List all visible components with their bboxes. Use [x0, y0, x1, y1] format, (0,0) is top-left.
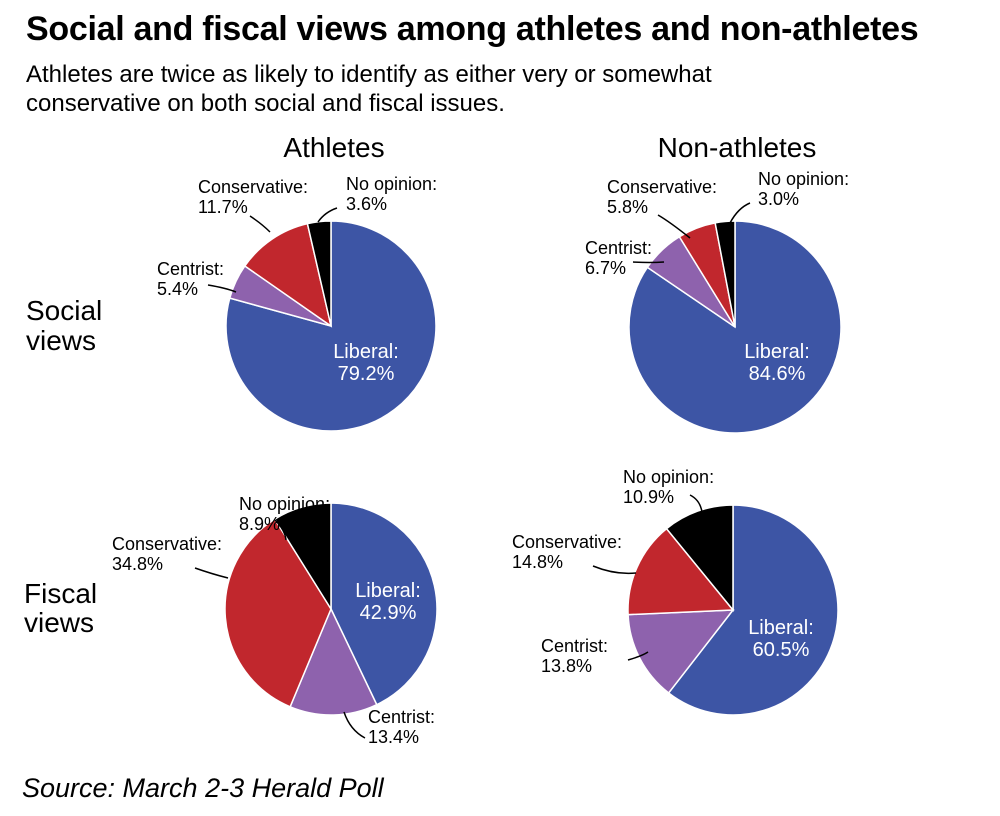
- row-header-fiscal-line2: views: [24, 607, 94, 638]
- slice-label-value: 8.9%: [239, 514, 280, 534]
- leader-line-conservative: [194, 567, 229, 579]
- leader-line-centrist: [632, 261, 665, 264]
- slice-label-liberal: Liberal: 42.9%: [355, 580, 421, 624]
- slice-label-centrist: Centrist: 6.7%: [585, 238, 652, 278]
- slice-label-name: Conservative:: [607, 177, 717, 197]
- slice-label-name: Centrist:: [585, 238, 652, 258]
- slice-label-liberal: Liberal: 79.2%: [333, 341, 399, 385]
- slice-label-centrist: Centrist: 5.4%: [157, 259, 224, 299]
- slice-label-name: No opinion:: [758, 169, 849, 189]
- pie-layer: Liberal: 79.2%Centrist: 5.4%Conservative: 1…: [112, 169, 849, 747]
- slice-label-no-opinion: No opinion: 10.9%: [623, 467, 714, 507]
- pie-chart-non-athletes-social-views: Liberal: 84.6% Centrist: 6.7% Conservative: 5…: [585, 169, 849, 434]
- slice-label-no-opinion: No opinion: 3.6%: [346, 174, 437, 214]
- slice-label-no-opinion: No opinion: 8.9%: [239, 494, 330, 534]
- slice-label-centrist: Centrist: 13.4%: [368, 707, 435, 747]
- slice-label-value: 60.5%: [753, 639, 810, 661]
- slice-label-value: 13.8%: [541, 656, 592, 676]
- pie-slice-no-opinion: [273, 502, 332, 612]
- pie-slice-conservative: [627, 527, 735, 616]
- leader-line-no-opinion: [689, 494, 703, 513]
- leader-line-centrist: [627, 651, 649, 661]
- pie-chart-athletes-fiscal-views: Liberal: 42.9% Centrist: 13.4% Conservative:…: [112, 494, 438, 747]
- leader-line-conservative: [657, 214, 691, 239]
- slice-label-name: Liberal:: [333, 341, 399, 363]
- row-header-social-line1: Social: [26, 295, 102, 326]
- slice-label-name: Conservative:: [112, 534, 222, 554]
- slice-label-name: Centrist:: [368, 707, 435, 727]
- pie-slice-liberal: [667, 504, 839, 716]
- slice-label-value: 6.7%: [585, 258, 626, 278]
- chart-title: Social and fiscal views among athletes a…: [26, 10, 919, 48]
- chart-subtitle: Athletes are twice as likely to identify…: [26, 61, 712, 117]
- slice-label-name: No opinion:: [346, 174, 437, 194]
- slice-label-conservative: Conservative: 14.8%: [512, 532, 622, 572]
- slice-label-value: 3.6%: [346, 194, 387, 214]
- pie-slice-no-opinion: [665, 504, 734, 613]
- column-header-athletes: Athletes: [283, 132, 384, 163]
- slice-label-liberal: Liberal: 60.5%: [748, 617, 814, 661]
- pie-slice-centrist: [289, 607, 378, 716]
- slice-label-conservative: Conservative: 34.8%: [112, 534, 222, 574]
- slice-label-centrist: Centrist: 13.8%: [541, 636, 608, 676]
- leader-line-no-opinion: [729, 202, 751, 224]
- pie-slice-centrist: [627, 609, 735, 695]
- slice-label-value: 84.6%: [749, 363, 806, 385]
- slice-label-name: No opinion:: [623, 467, 714, 487]
- slice-label-value: 10.9%: [623, 487, 674, 507]
- slice-label-value: 5.8%: [607, 197, 648, 217]
- pie-slice-conservative: [224, 518, 332, 708]
- leader-line-centrist: [207, 284, 237, 293]
- slice-label-name: Conservative:: [512, 532, 622, 552]
- slice-label-name: Centrist:: [157, 259, 224, 279]
- pie-slice-no-opinion: [714, 220, 736, 328]
- slice-label-value: 11.7%: [198, 197, 248, 217]
- slice-label-conservative: Conservative: 5.8%: [607, 177, 717, 217]
- leader-line-conservative: [592, 565, 637, 575]
- slice-label-value: 79.2%: [338, 363, 395, 385]
- leader-line-no-opinion: [274, 519, 287, 541]
- pie-chart-non-athletes-fiscal-views: Liberal: 60.5% Centrist: 13.8% Conservative:…: [512, 467, 839, 716]
- slice-label-name: Liberal:: [355, 580, 421, 602]
- slice-label-value: 14.8%: [512, 552, 563, 572]
- slice-label-value: 3.0%: [758, 189, 799, 209]
- slice-label-conservative: Conservative: 11.7%: [198, 177, 308, 217]
- pie-chart-athletes-social-views: Liberal: 79.2% Centrist: 5.4% Conservative: 1…: [157, 174, 437, 432]
- slice-label-value: 42.9%: [360, 602, 417, 624]
- slice-label-liberal: Liberal: 84.6%: [744, 341, 810, 385]
- row-header-social-line2: views: [26, 325, 96, 356]
- row-header-fiscal-line1: Fiscal: [24, 578, 97, 609]
- slice-label-value: 5.4%: [157, 279, 198, 299]
- slice-label-value: 13.4%: [368, 727, 419, 747]
- slice-label-name: Centrist:: [541, 636, 608, 656]
- leader-line-no-opinion: [317, 207, 338, 223]
- pie-slice-liberal: [330, 502, 438, 706]
- slice-label-name: Liberal:: [744, 341, 810, 363]
- pie-slice-conservative: [243, 222, 333, 328]
- slice-label-name: Conservative:: [198, 177, 308, 197]
- leader-line-conservative: [249, 215, 271, 233]
- leader-line-centrist: [343, 711, 366, 739]
- slice-label-value: 34.8%: [112, 554, 163, 574]
- slice-label-name: No opinion:: [239, 494, 330, 514]
- source-note: Source: March 2-3 Herald Poll: [22, 773, 384, 803]
- slice-label-no-opinion: No opinion: 3.0%: [758, 169, 849, 209]
- slice-label-name: Liberal:: [748, 617, 814, 639]
- column-header-non-athletes: Non-athletes: [658, 132, 817, 163]
